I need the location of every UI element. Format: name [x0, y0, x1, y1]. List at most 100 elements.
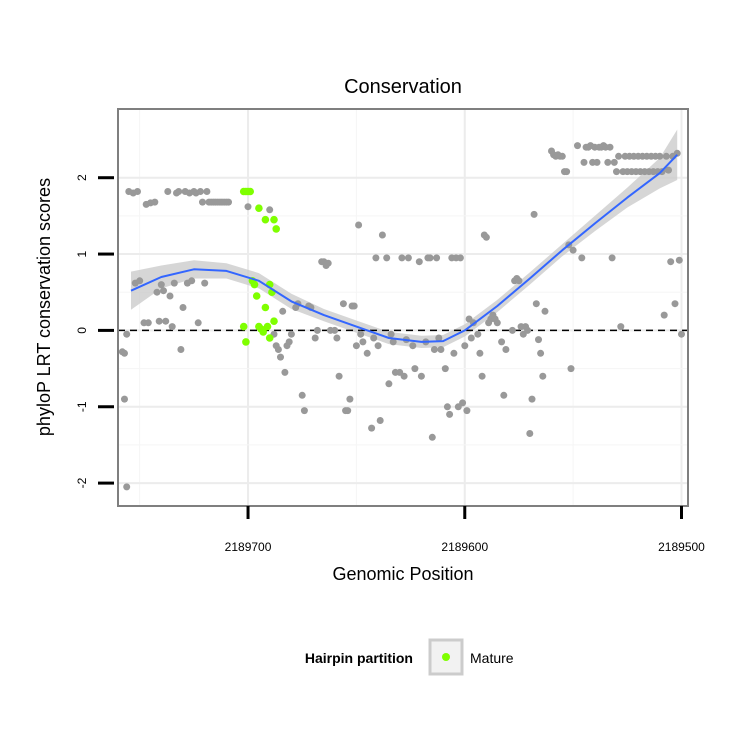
data-point	[409, 342, 417, 350]
data-point	[428, 433, 436, 441]
data-point	[613, 168, 620, 176]
data-point	[461, 342, 469, 350]
data-point	[244, 203, 252, 211]
data-point	[121, 349, 128, 357]
data-point	[558, 152, 566, 160]
mature-point	[252, 292, 261, 300]
data-point	[188, 277, 196, 285]
data-point	[352, 342, 360, 350]
data-point	[339, 300, 347, 308]
data-point	[467, 334, 475, 342]
legend-label-mature: Mature	[470, 650, 514, 666]
data-point	[179, 304, 187, 311]
data-point	[508, 326, 516, 334]
data-point	[134, 188, 141, 195]
mature-point	[246, 187, 254, 196]
data-point	[199, 198, 206, 206]
x-axis-label: Genomic Position	[332, 564, 473, 584]
data-point	[153, 288, 161, 296]
data-point	[574, 142, 581, 150]
data-point	[324, 259, 332, 267]
data-point	[168, 323, 176, 331]
mature-point	[270, 317, 278, 326]
data-point	[350, 302, 358, 310]
data-point	[121, 395, 128, 403]
data-point	[311, 334, 319, 342]
y-tick-label: 2	[75, 174, 89, 181]
mature-point	[242, 338, 250, 346]
data-point	[500, 391, 508, 399]
mature-point	[263, 322, 272, 331]
data-point	[274, 346, 282, 353]
data-point	[400, 372, 408, 380]
data-point	[335, 372, 343, 380]
data-point	[524, 326, 532, 334]
y-tick-label: 0	[75, 327, 89, 334]
data-point	[383, 254, 391, 262]
data-point	[298, 391, 306, 399]
panel-border-group	[117, 108, 689, 507]
confidence-ribbon	[131, 129, 678, 348]
data-point	[502, 346, 510, 353]
data-point	[662, 152, 670, 160]
data-point	[606, 143, 614, 151]
data-point	[389, 338, 397, 346]
data-point	[411, 365, 419, 373]
data-point	[300, 407, 308, 415]
data-point	[678, 330, 685, 338]
data-point	[363, 349, 371, 357]
smooth-fit-line	[130, 154, 678, 343]
data-point	[398, 254, 406, 262]
data-point	[667, 258, 675, 266]
data-point	[656, 152, 664, 160]
data-point	[532, 300, 540, 308]
chart-title: Conservation	[344, 76, 462, 98]
data-point	[346, 395, 354, 403]
mature-point	[272, 225, 281, 233]
data-point	[567, 365, 575, 373]
data-point	[417, 372, 425, 380]
data-point	[374, 342, 382, 350]
mature-points-group	[239, 187, 281, 346]
data-point	[170, 279, 178, 287]
data-point	[563, 168, 571, 176]
data-point	[144, 319, 152, 327]
data-point	[441, 365, 449, 373]
data-point	[539, 372, 547, 380]
mature-point	[250, 280, 259, 289]
data-point	[498, 338, 506, 346]
data-point	[370, 334, 378, 342]
data-point	[177, 346, 185, 353]
data-point	[526, 430, 534, 437]
data-point	[430, 346, 438, 353]
plot-panel	[118, 109, 688, 506]
data-point	[478, 372, 486, 380]
data-point	[569, 246, 577, 254]
data-point	[378, 231, 386, 239]
mature-point	[265, 334, 274, 342]
data-point	[155, 317, 163, 325]
data-point	[437, 346, 445, 353]
data-point	[164, 188, 172, 195]
x-tick-label: 2189600	[441, 540, 488, 554]
data-point	[160, 287, 167, 295]
mature-point	[259, 328, 268, 336]
legend-key-mature-dot	[442, 653, 450, 661]
data-point	[482, 233, 490, 241]
data-point	[426, 254, 434, 262]
data-point	[580, 158, 588, 166]
data-point	[450, 349, 458, 357]
x-axis: 2189700 2189600 2189500	[225, 506, 705, 554]
data-point	[175, 188, 183, 195]
data-point	[123, 483, 131, 491]
data-point	[136, 277, 144, 285]
y-tick-label: -1	[75, 401, 89, 412]
y-axis-label: phyloP LRT conservation scores	[34, 178, 54, 436]
data-point	[201, 279, 209, 287]
data-point	[528, 395, 536, 403]
data-point	[415, 258, 423, 266]
x-tick-label: 2189700	[225, 540, 272, 554]
data-point	[279, 307, 287, 315]
data-point	[287, 330, 295, 338]
